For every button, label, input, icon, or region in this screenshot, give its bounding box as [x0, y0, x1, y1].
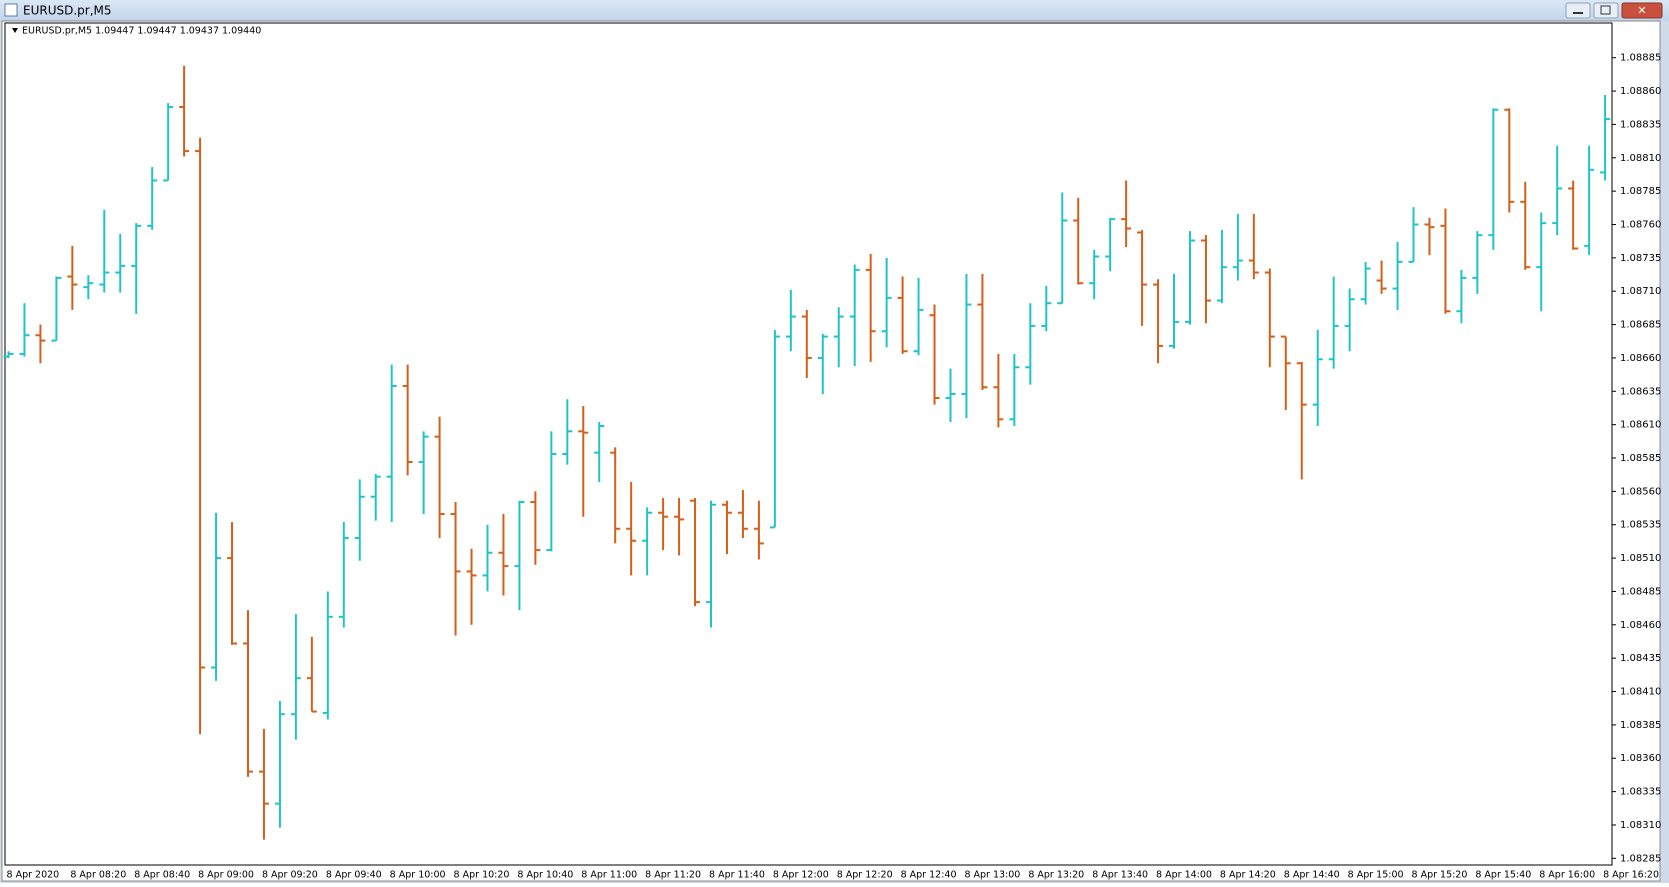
y-tick-label: 1.08335 — [1620, 787, 1661, 798]
y-tick-label: 1.08760 — [1620, 219, 1661, 230]
x-tick-label: 8 Apr 13:00 — [964, 870, 1020, 881]
x-tick-label: 8 Apr 10:20 — [454, 870, 510, 881]
y-tick-label: 1.08685 — [1620, 320, 1661, 331]
y-tick-label: 1.08735 — [1620, 253, 1661, 264]
window-title: EURUSD.pr,M5 — [23, 4, 112, 18]
y-tick-label: 1.08610 — [1620, 420, 1661, 431]
window-icon — [4, 3, 18, 17]
x-tick-label: 8 Apr 13:40 — [1092, 870, 1148, 881]
x-tick-label: 8 Apr 15:40 — [1475, 870, 1531, 881]
x-tick-label: 8 Apr 2020 — [7, 870, 60, 881]
minimize-button[interactable] — [1565, 2, 1591, 19]
x-tick-label: 8 Apr 11:00 — [581, 870, 637, 881]
y-tick-label: 1.08535 — [1620, 520, 1661, 531]
restore-icon — [1600, 5, 1611, 15]
x-tick-label: 8 Apr 15:00 — [1348, 870, 1404, 881]
plot-frame — [4, 22, 1613, 866]
x-tick-label: 8 Apr 14:40 — [1284, 870, 1340, 881]
x-tick-label: 8 Apr 11:40 — [709, 870, 765, 881]
y-tick-label: 1.08285 — [1620, 853, 1661, 864]
y-tick-label: 1.08560 — [1620, 486, 1661, 497]
y-tick-label: 1.08885 — [1620, 53, 1661, 64]
close-icon: ✕ — [1637, 4, 1646, 17]
x-tick-label: 8 Apr 14:20 — [1220, 870, 1276, 881]
x-tick-label: 8 Apr 14:00 — [1156, 870, 1212, 881]
x-tick-label: 8 Apr 08:40 — [134, 870, 190, 881]
y-tick-label: 1.08460 — [1620, 620, 1661, 631]
chart-header: EURUSD.pr,M5 1.09447 1.09447 1.09437 1.0… — [22, 26, 261, 37]
y-tick-label: 1.08435 — [1620, 653, 1661, 664]
x-tick-label: 8 Apr 09:20 — [262, 870, 318, 881]
y-tick-label: 1.08810 — [1620, 153, 1661, 164]
x-tick-label: 8 Apr 16:20 — [1603, 870, 1659, 881]
chart-area — [1, 20, 1661, 882]
x-tick-label: 8 Apr 10:40 — [517, 870, 573, 881]
y-tick-label: 1.08410 — [1620, 687, 1661, 698]
y-tick-label: 1.08385 — [1620, 720, 1661, 731]
y-tick-label: 1.08835 — [1620, 119, 1661, 130]
restore-button[interactable] — [1593, 2, 1619, 19]
y-tick-label: 1.08785 — [1620, 186, 1661, 197]
y-tick-label: 1.08485 — [1620, 586, 1661, 597]
x-tick-label: 8 Apr 15:20 — [1412, 870, 1468, 881]
close-button[interactable] — [1621, 2, 1663, 19]
y-tick-label: 1.08635 — [1620, 386, 1661, 397]
x-tick-label: 8 Apr 11:20 — [645, 870, 701, 881]
x-tick-label: 8 Apr 16:00 — [1539, 870, 1595, 881]
x-tick-label: 8 Apr 08:20 — [70, 870, 126, 881]
y-tick-label: 1.08360 — [1620, 753, 1661, 764]
x-tick-label: 8 Apr 12:20 — [837, 870, 893, 881]
x-tick-label: 8 Apr 09:40 — [326, 870, 382, 881]
y-tick-label: 1.08860 — [1620, 86, 1661, 97]
x-tick-label: 8 Apr 13:20 — [1028, 870, 1084, 881]
x-tick-label: 8 Apr 12:00 — [773, 870, 829, 881]
title-bar — [0, 0, 1669, 21]
y-tick-label: 1.08585 — [1620, 453, 1661, 464]
x-tick-label: 8 Apr 10:00 — [390, 870, 446, 881]
y-tick-label: 1.08310 — [1620, 820, 1661, 831]
header-arrow[interactable] — [12, 28, 18, 33]
y-tick-label: 1.08710 — [1620, 286, 1661, 297]
x-tick-label: 8 Apr 12:40 — [901, 870, 957, 881]
y-tick-label: 1.08660 — [1620, 353, 1661, 364]
x-tick-label: 8 Apr 09:00 — [198, 870, 254, 881]
y-tick-label: 1.08510 — [1620, 553, 1661, 564]
